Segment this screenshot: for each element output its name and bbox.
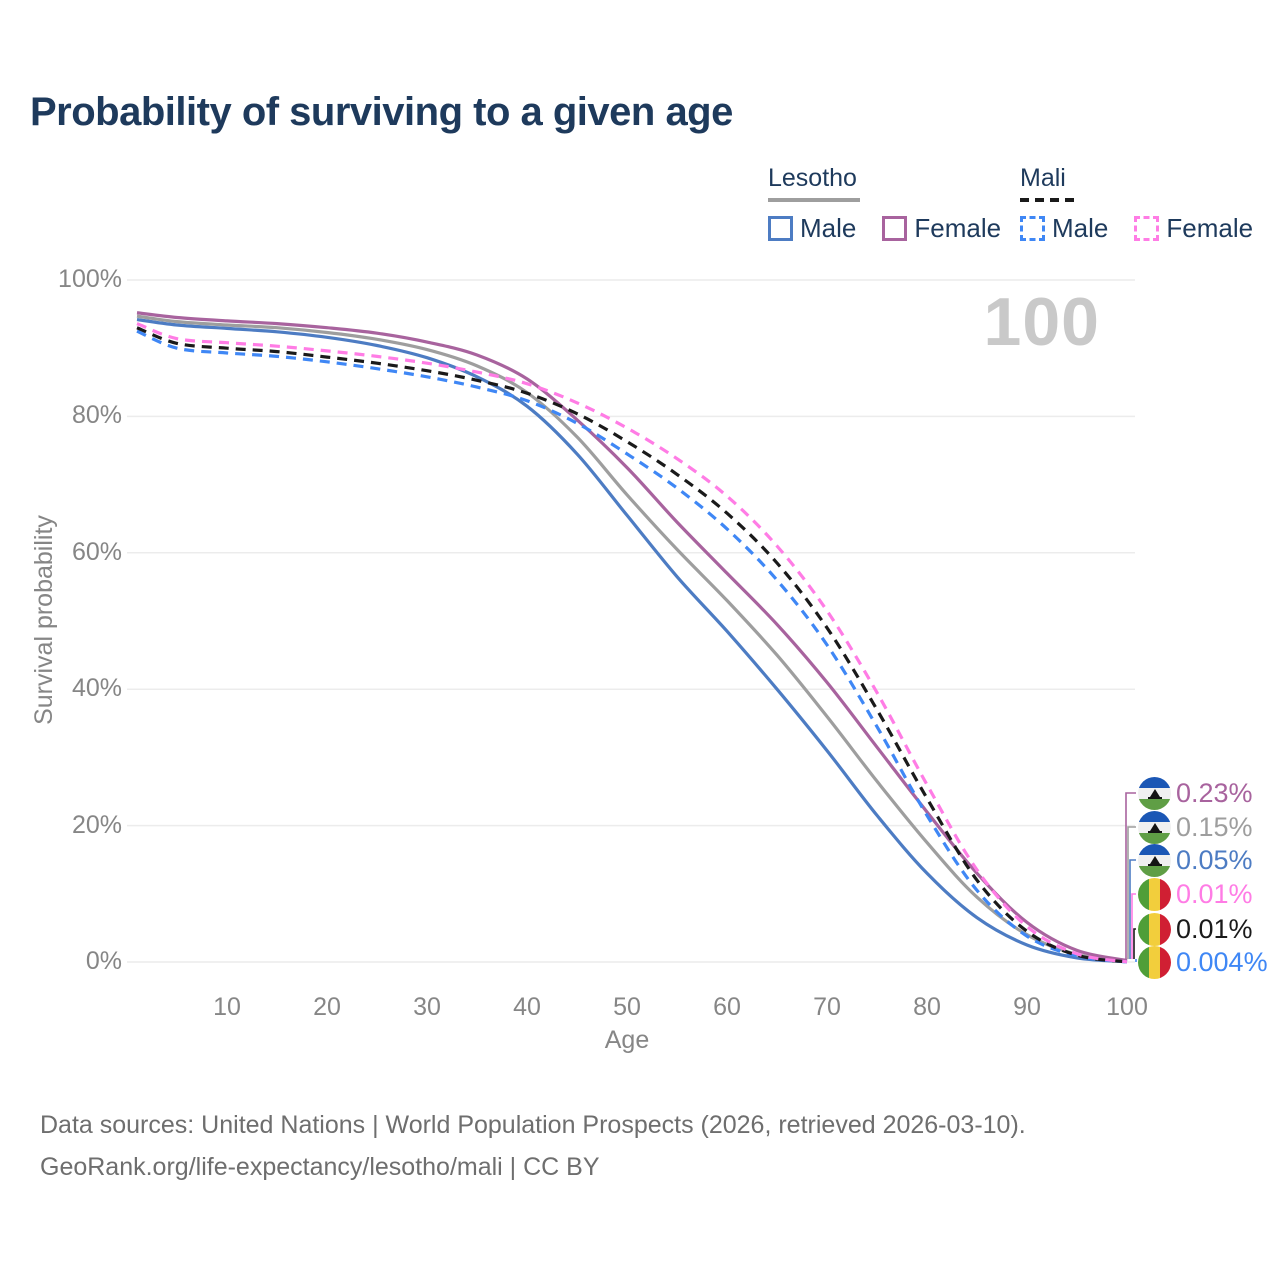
y-tick-label: 40% xyxy=(71,674,122,703)
y-tick-label: 100% xyxy=(58,265,122,293)
x-tick-label: 20 xyxy=(313,993,341,1021)
y-tick-label: 60% xyxy=(71,537,122,566)
legend-item-lesotho-male[interactable]: Male xyxy=(768,213,856,244)
legend-item-label: Female xyxy=(914,213,1002,243)
y-tick-label: 0% xyxy=(85,947,122,975)
endpoint-row-mali-male: 0.004% xyxy=(1138,945,1268,979)
lesotho-female-swatch-icon xyxy=(882,216,908,241)
endpoint-row-lesotho-both: 0.15% xyxy=(1138,810,1253,844)
x-tick-label: 70 xyxy=(813,993,841,1021)
x-tick-label: 100 xyxy=(1106,993,1148,1021)
mali-line-style-sample xyxy=(1020,198,1074,202)
x-tick-label: 90 xyxy=(1013,993,1041,1021)
legend-item-lesotho-female[interactable]: Female xyxy=(882,213,1001,244)
y-tick-label: 20% xyxy=(71,810,122,839)
endpoint-value-label: 0.004% xyxy=(1176,946,1268,977)
legend-item-label: Female xyxy=(1166,213,1254,243)
x-tick-label: 40 xyxy=(513,993,541,1021)
footer-source-link: GeoRank.org/life-expectancy/lesotho/mali… xyxy=(40,1153,600,1181)
legend-item-mali-female[interactable]: Female xyxy=(1134,213,1253,244)
curve-lesotho-male xyxy=(136,317,1128,964)
mali-male-swatch-icon xyxy=(1020,216,1045,241)
legend-group-lesotho: Lesotho Male Female xyxy=(768,164,1001,244)
y-tick-label: 80% xyxy=(71,401,122,430)
x-axis-title: Age xyxy=(604,1026,650,1054)
mali-female-swatch-icon xyxy=(1134,216,1160,241)
endpoint-value-label: 0.15% xyxy=(1176,811,1253,842)
endpoint-row-lesotho-female: 0.23% xyxy=(1138,776,1253,810)
endpoint-leader-line xyxy=(1125,792,1136,959)
endpoint-value-label: 0.01% xyxy=(1176,913,1253,944)
endpoint-leader-line xyxy=(1131,893,1136,959)
lesotho-line-style-sample xyxy=(768,198,860,202)
x-tick-label: 30 xyxy=(413,993,441,1021)
endpoint-leader-line xyxy=(1133,928,1136,959)
curve-mali-male xyxy=(136,329,1128,964)
legend-group-title-lesotho: Lesotho xyxy=(768,164,857,192)
mali-flag-icon xyxy=(1138,945,1171,979)
legend-group-mali: Mali Male Female xyxy=(1020,164,1253,244)
x-tick-label: 60 xyxy=(713,993,741,1021)
endpoint-row-mali-both: 0.01% xyxy=(1138,912,1253,946)
mali-flag-icon xyxy=(1138,912,1171,946)
y-axis-title: Survival probability xyxy=(30,515,58,725)
footer-data-sources: Data sources: United Nations | World Pop… xyxy=(40,1111,1026,1139)
endpoint-value-label: 0.05% xyxy=(1176,844,1253,875)
endpoint-value-label: 0.23% xyxy=(1176,777,1253,808)
footer: Data sources: United Nations | World Pop… xyxy=(40,1104,1026,1188)
endpoint-leader-line xyxy=(1127,826,1136,959)
chart-title: Probability of surviving to a given age xyxy=(30,90,733,134)
endpoint-value-label: 0.01% xyxy=(1176,878,1253,909)
curve-lesotho-both xyxy=(136,314,1128,963)
legend-item-mali-male[interactable]: Male xyxy=(1020,213,1108,244)
legend-group-title-mali: Mali xyxy=(1020,164,1066,192)
lesotho-flag-icon xyxy=(1138,776,1171,810)
endpoint-leader-line xyxy=(1129,859,1136,959)
lesotho-flag-icon xyxy=(1138,843,1171,877)
x-tick-label: 80 xyxy=(913,993,941,1021)
legend-item-label: Male xyxy=(800,213,857,243)
lesotho-male-swatch-icon xyxy=(768,216,793,241)
x-tick-label: 10 xyxy=(213,993,241,1021)
mali-flag-icon xyxy=(1138,877,1171,911)
highlighted-age-label: 100 xyxy=(983,284,1100,360)
chart-plot-area[interactable] xyxy=(127,280,1127,962)
lesotho-flag-icon xyxy=(1138,810,1171,844)
endpoint-row-mali-female: 0.01% xyxy=(1138,877,1253,911)
endpoint-row-lesotho-male: 0.05% xyxy=(1138,843,1253,877)
legend-item-label: Male xyxy=(1052,213,1109,243)
x-tick-label: 50 xyxy=(613,993,641,1021)
